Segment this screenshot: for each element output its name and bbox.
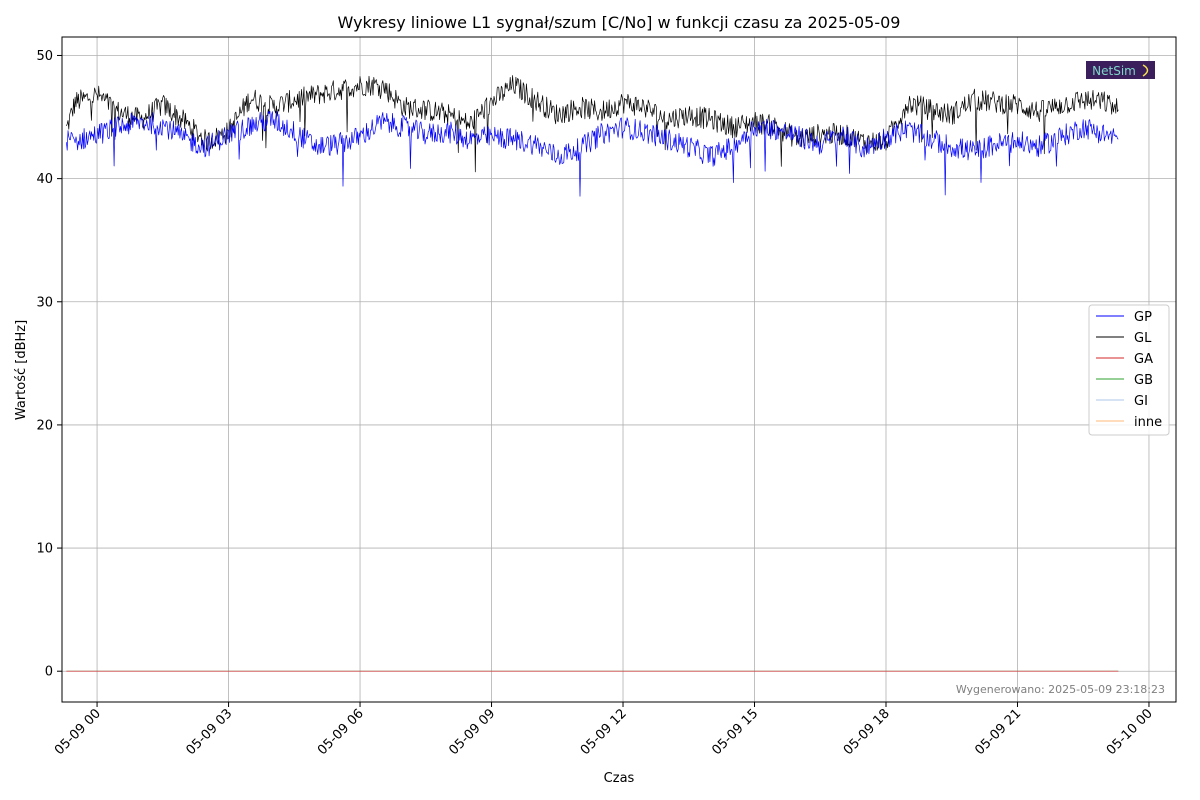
y-tick-label: 20 (36, 418, 53, 433)
x-axis-ticks: 05-09 00 05-09 03 05-09 06 05-09 09 05-09 12… (52, 702, 1156, 758)
legend-label-gb: GB (1134, 373, 1153, 388)
legend-label-gp: GP (1134, 310, 1152, 325)
footer-timestamp: Wygenerowano: 2025-05-09 23:18:23 (956, 683, 1165, 696)
y-tick-label: 10 (36, 542, 53, 557)
x-tick-label: 05-09 18 (841, 706, 893, 758)
series-area (66, 75, 1119, 672)
y-tick-label: 0 (45, 665, 53, 680)
x-tick-label: 05-09 06 (315, 706, 367, 758)
x-tick-label: 05-09 21 (972, 706, 1024, 758)
x-tick-label: 05-09 03 (183, 706, 235, 758)
y-tick-label: 40 (36, 172, 53, 187)
legend-label-gi: GI (1134, 394, 1148, 409)
series-line-gl (66, 75, 1119, 173)
legend-label-gl: GL (1134, 331, 1152, 346)
y-tick-label: 30 (36, 295, 53, 310)
x-tick-label: 05-09 09 (446, 706, 498, 758)
logo-swoosh-icon (1142, 64, 1149, 77)
logo-text: NetSim (1092, 64, 1136, 78)
x-axis-label: Czas (604, 771, 635, 786)
y-axis-ticks: 0 10 20 30 40 50 (36, 49, 62, 680)
plot-frame (61, 36, 1177, 703)
chart-title: Wykresy liniowe L1 sygnał/szum [C/No] w … (338, 13, 901, 32)
legend-label-ga: GA (1134, 352, 1153, 367)
x-tick-label: 05-10 00 (1104, 706, 1156, 758)
x-tick-label: 05-09 00 (52, 706, 104, 758)
x-tick-label: 05-09 15 (709, 706, 761, 758)
legend-label-inne: inne (1134, 415, 1162, 430)
logo-background (1086, 61, 1155, 79)
series-line-gp (66, 110, 1119, 197)
x-tick-label: 05-09 12 (578, 706, 630, 758)
logo-badge: NetSim (1086, 61, 1155, 79)
y-tick-label: 50 (36, 49, 53, 64)
y-axis-label: Wartość [dBHz] (14, 320, 29, 420)
legend: GP GL GA GB GI inne (1088, 304, 1170, 436)
